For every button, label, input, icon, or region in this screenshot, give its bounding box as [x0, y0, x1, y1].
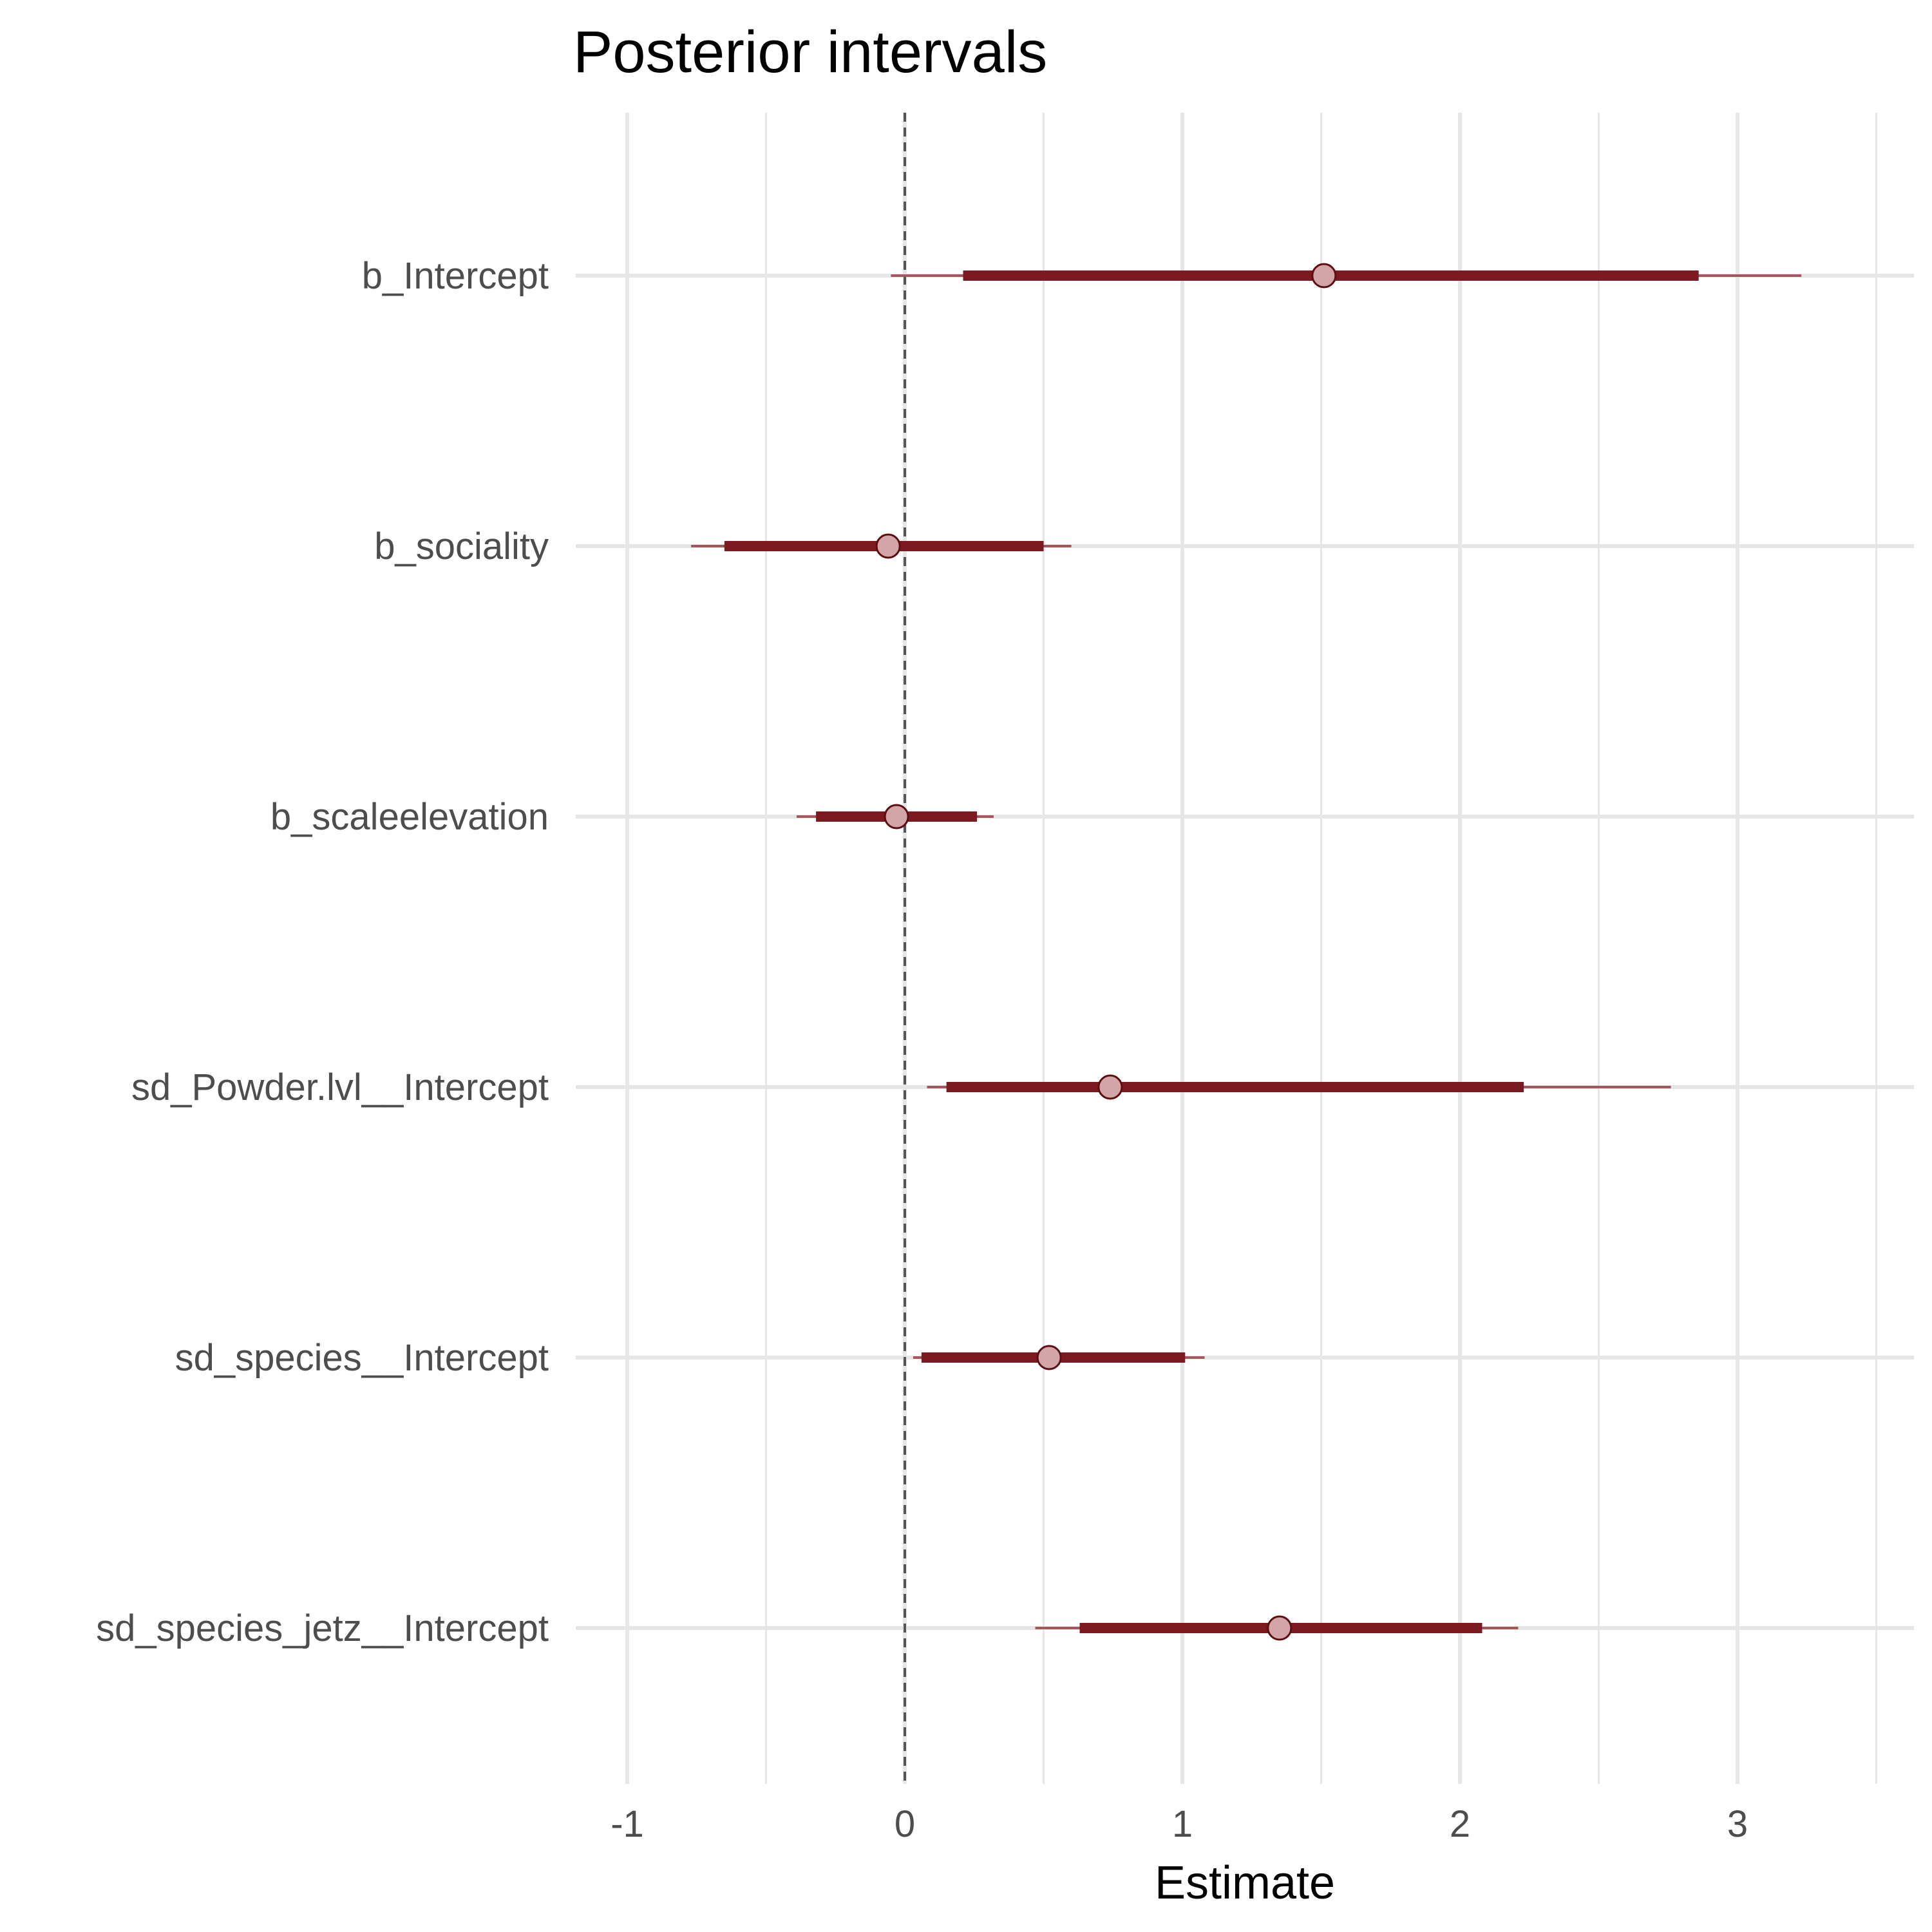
median-point: [1097, 1074, 1123, 1100]
x-tick-label: 2: [1450, 1803, 1470, 1845]
x-tick-label: 0: [895, 1803, 915, 1845]
median-point: [1311, 263, 1337, 289]
x-axis-label: Estimate: [1155, 1857, 1335, 1909]
y-tick-label: b_sociality: [374, 526, 549, 567]
median-point: [1036, 1345, 1062, 1370]
y-tick-label: sd_species_jetz__Intercept: [96, 1607, 549, 1649]
chart-title: Posterior intervals: [573, 19, 1047, 85]
median-point: [884, 804, 909, 829]
x-tick-label: 3: [1727, 1803, 1748, 1845]
x-axis-ticks: -1 0 1 2 3: [611, 1803, 1748, 1845]
y-tick-label: sd_species__Intercept: [175, 1337, 549, 1379]
y-axis-labels: b_Intercept b_sociality b_scaleelevationsd…: [96, 255, 549, 1649]
interval-layer: [691, 263, 1802, 1641]
y-tick-label: sd_Powder.lvl__Intercept: [131, 1066, 549, 1108]
x-tick-label: -1: [611, 1803, 644, 1845]
median-point: [875, 533, 901, 559]
x-tick-label: 1: [1172, 1803, 1193, 1845]
y-tick-label: b_Intercept: [362, 255, 549, 297]
median-point: [1267, 1615, 1293, 1641]
y-tick-label: b_scaleelevation: [270, 796, 549, 838]
